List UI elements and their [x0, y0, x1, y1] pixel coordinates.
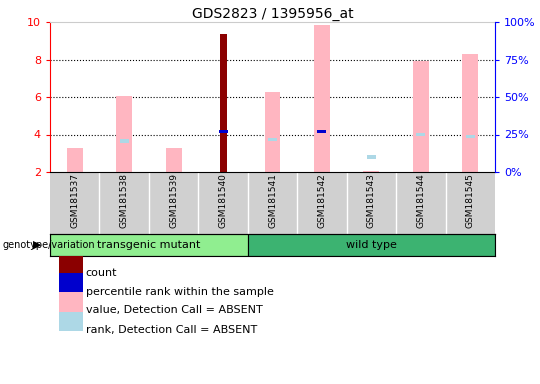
Bar — [50, 235, 248, 256]
Bar — [413, 61, 429, 172]
Bar — [466, 135, 475, 138]
Text: GSM181537: GSM181537 — [70, 173, 79, 228]
Bar — [67, 147, 83, 172]
Bar — [268, 137, 277, 141]
Bar — [220, 34, 226, 172]
Text: GSM181544: GSM181544 — [416, 173, 426, 228]
Bar — [59, 255, 83, 274]
Text: transgenic mutant: transgenic mutant — [97, 240, 200, 250]
Bar — [166, 147, 181, 172]
Text: GSM181541: GSM181541 — [268, 173, 277, 228]
Text: rank, Detection Call = ABSENT: rank, Detection Call = ABSENT — [86, 325, 257, 335]
Bar — [265, 92, 280, 172]
Bar — [248, 235, 495, 256]
Text: percentile rank within the sample: percentile rank within the sample — [86, 286, 273, 296]
Bar — [59, 292, 83, 312]
Bar — [416, 133, 426, 136]
Bar — [318, 130, 326, 133]
Text: wild type: wild type — [346, 240, 397, 250]
Bar — [59, 273, 83, 293]
Text: GSM181543: GSM181543 — [367, 173, 376, 228]
Bar — [59, 312, 83, 331]
Bar — [120, 139, 129, 143]
Text: GSM181539: GSM181539 — [169, 173, 178, 228]
Text: count: count — [86, 268, 117, 278]
Bar — [462, 54, 478, 172]
Bar — [363, 171, 379, 172]
Bar — [116, 96, 132, 172]
Text: GSM181538: GSM181538 — [120, 173, 129, 228]
Text: GSM181542: GSM181542 — [318, 173, 327, 228]
Text: genotype/variation: genotype/variation — [3, 240, 96, 250]
Text: ▶: ▶ — [33, 240, 42, 250]
Title: GDS2823 / 1395956_at: GDS2823 / 1395956_at — [192, 7, 353, 21]
Text: value, Detection Call = ABSENT: value, Detection Call = ABSENT — [86, 305, 262, 315]
Text: GSM181540: GSM181540 — [219, 173, 227, 228]
Text: GSM181545: GSM181545 — [466, 173, 475, 228]
Bar — [314, 25, 330, 172]
Bar — [367, 155, 376, 159]
Bar — [219, 130, 227, 133]
